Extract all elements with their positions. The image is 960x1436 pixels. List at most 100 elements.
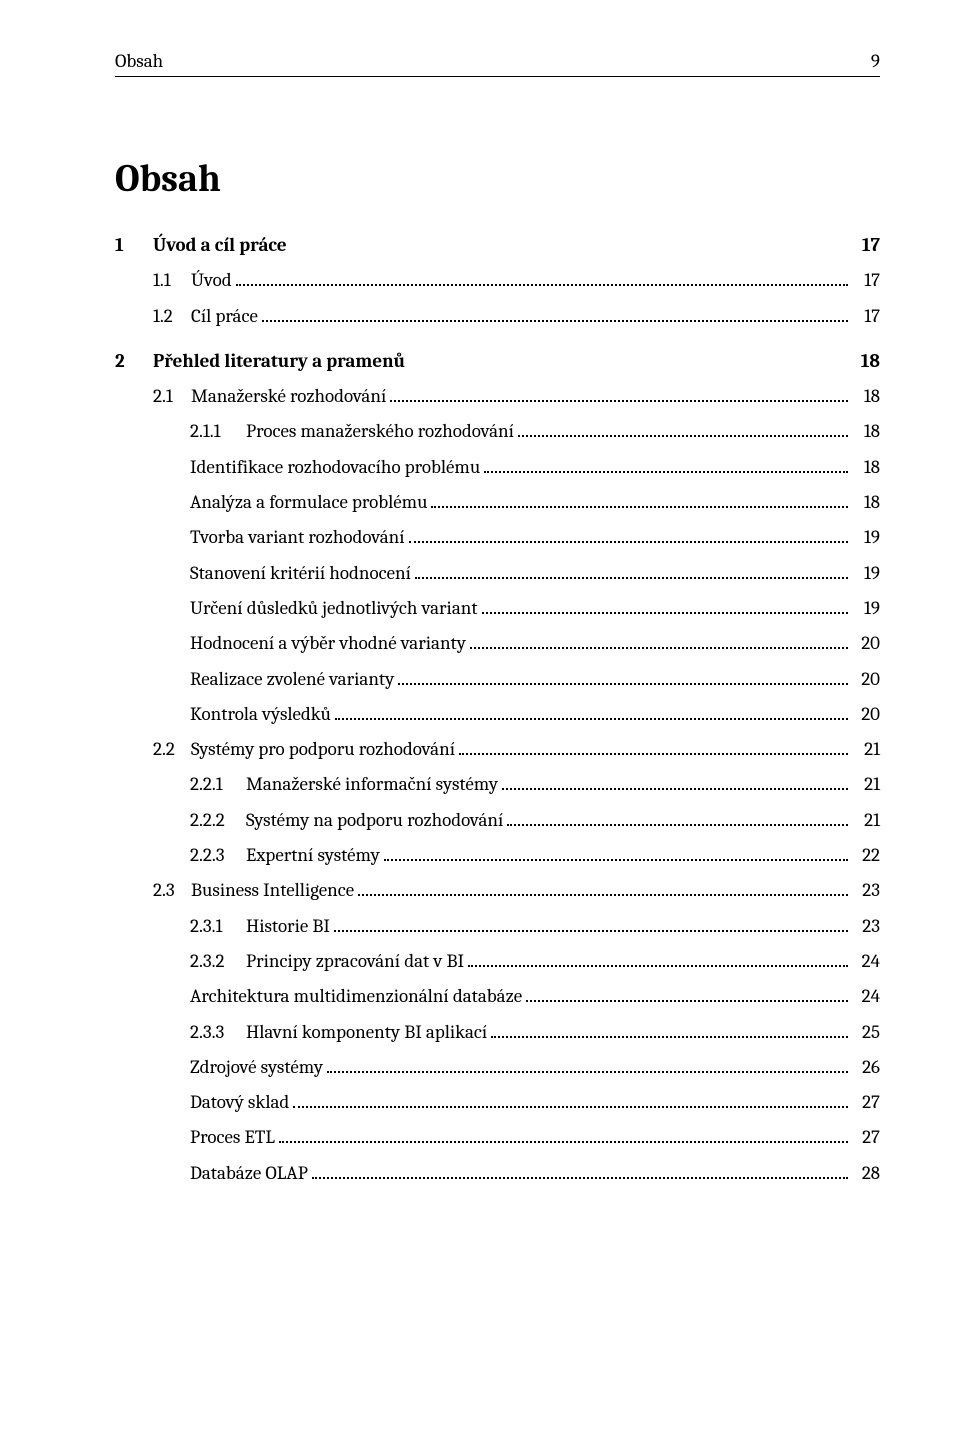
toc-entry-number: 1 bbox=[115, 229, 153, 261]
toc-entry: 2.2.1Manažerské informační systémy 21 bbox=[115, 768, 880, 800]
toc-leader bbox=[390, 400, 848, 402]
toc-entry-number: 2.1.1 bbox=[190, 415, 246, 447]
toc-entry-number: 2.1 bbox=[153, 380, 191, 412]
toc-entry: Stanovení kritérií hodnocení 19 bbox=[115, 557, 880, 589]
toc-entry-page: 17 bbox=[852, 229, 880, 261]
toc-entry-label: Identifikace rozhodovacího problému bbox=[190, 451, 480, 483]
toc-leader bbox=[409, 541, 848, 543]
toc-entry-page: 20 bbox=[852, 663, 880, 695]
toc-entry: 2.2Systémy pro podporu rozhodování21 bbox=[115, 733, 880, 765]
toc-entry-label: Zdrojové systémy bbox=[190, 1051, 323, 1083]
toc-entry-label: Proces ETL bbox=[190, 1121, 275, 1153]
toc-entry: Analýza a formulace problému 18 bbox=[115, 486, 880, 518]
toc-leader bbox=[518, 435, 848, 437]
toc-entry-label: Business Intelligence bbox=[191, 874, 354, 906]
toc-leader bbox=[470, 647, 848, 649]
toc-entry-label: Úvod bbox=[191, 264, 232, 296]
toc-entry: Databáze OLAP28 bbox=[115, 1157, 880, 1189]
toc-entry-page: 27 bbox=[852, 1086, 880, 1118]
toc-entry-number: 2.3.2 bbox=[190, 945, 246, 977]
toc-leader bbox=[431, 506, 848, 508]
toc-entry-label: Úvod a cíl práce bbox=[153, 229, 287, 261]
toc-entry-number: 2.3.1 bbox=[190, 910, 246, 942]
toc-entry-number: 1.1 bbox=[153, 264, 191, 296]
toc-entry-page: 22 bbox=[852, 839, 880, 871]
toc-entry-label: Kontrola výsledků bbox=[190, 698, 331, 730]
toc-entry: Identifikace rozhodovacího problému18 bbox=[115, 451, 880, 483]
section-gap bbox=[115, 335, 880, 345]
toc-entry: Hodnocení a výběr vhodné varianty20 bbox=[115, 627, 880, 659]
toc-entry-page: 18 bbox=[852, 415, 880, 447]
toc-leader bbox=[358, 894, 848, 896]
toc-entry-page: 23 bbox=[852, 910, 880, 942]
toc-entry-number: 2.2.3 bbox=[190, 839, 246, 871]
toc-entry: Určení důsledků jednotlivých variant 19 bbox=[115, 592, 880, 624]
toc-leader bbox=[236, 284, 848, 286]
page-header: Obsah 9 bbox=[115, 50, 880, 77]
toc-entry-label: Hlavní komponenty BI aplikací bbox=[246, 1016, 487, 1048]
toc-entry-label: Architektura multidimenzionální databáze bbox=[190, 980, 522, 1012]
toc-leader bbox=[398, 683, 848, 685]
toc-leader bbox=[279, 1141, 848, 1143]
toc-entry: Proces ETL27 bbox=[115, 1121, 880, 1153]
toc-entry-label: Expertní systémy bbox=[246, 839, 380, 871]
toc-entry: Kontrola výsledků 20 bbox=[115, 698, 880, 730]
toc-entry-number: 2.2 bbox=[153, 733, 191, 765]
toc-entry-page: 28 bbox=[852, 1157, 880, 1189]
toc-entry-page: 20 bbox=[852, 698, 880, 730]
toc-entry-page: 23 bbox=[852, 874, 880, 906]
toc-leader bbox=[468, 965, 848, 967]
toc-leader bbox=[327, 1071, 848, 1073]
toc-entry-page: 17 bbox=[852, 264, 880, 296]
toc-entry-page: 26 bbox=[852, 1051, 880, 1083]
toc-entry-label: Určení důsledků jednotlivých variant bbox=[190, 592, 478, 624]
toc-entry-label: Realizace zvolené varianty bbox=[190, 663, 394, 695]
toc-entry-label: Systémy na podporu rozhodování bbox=[246, 804, 503, 836]
toc-entry: 2.1Manažerské rozhodování18 bbox=[115, 380, 880, 412]
toc-entry: 1.1Úvod 17 bbox=[115, 264, 880, 296]
toc-entry-label: Systémy pro podporu rozhodování bbox=[191, 733, 455, 765]
toc-entry: Datový sklad 27 bbox=[115, 1086, 880, 1118]
toc-entry-label: Principy zpracování dat v BI bbox=[246, 945, 464, 977]
toc-entry: 2.2.2Systémy na podporu rozhodování 21 bbox=[115, 804, 880, 836]
toc-leader bbox=[484, 471, 848, 473]
toc-entry-label: Datový sklad bbox=[190, 1086, 289, 1118]
header-page-number: 9 bbox=[871, 50, 880, 72]
toc-entry-number: 2.2.1 bbox=[190, 768, 246, 800]
toc-entry-page: 21 bbox=[852, 768, 880, 800]
toc-entry-page: 24 bbox=[852, 980, 880, 1012]
toc-leader bbox=[526, 1000, 848, 1002]
toc-entry-label: Analýza a formulace problému bbox=[190, 486, 427, 518]
header-left: Obsah bbox=[115, 50, 163, 72]
toc-entry: Realizace zvolené varianty 20 bbox=[115, 663, 880, 695]
toc-entry-page: 17 bbox=[852, 300, 880, 332]
toc-entry-page: 21 bbox=[852, 804, 880, 836]
toc-leader bbox=[459, 753, 848, 755]
toc-entry-page: 19 bbox=[852, 557, 880, 589]
toc-entry-page: 19 bbox=[852, 592, 880, 624]
toc-entry-page: 24 bbox=[852, 945, 880, 977]
toc-entry: Zdrojové systémy 26 bbox=[115, 1051, 880, 1083]
toc-leader bbox=[502, 788, 848, 790]
toc-entry-label: Cíl práce bbox=[191, 300, 258, 332]
toc-leader bbox=[507, 824, 848, 826]
toc-entry-page: 18 bbox=[852, 345, 880, 377]
toc-entry: 2.1.1Proces manažerského rozhodování 18 bbox=[115, 415, 880, 447]
toc-entry-label: Hodnocení a výběr vhodné varianty bbox=[190, 627, 466, 659]
toc-entry-label: Proces manažerského rozhodování bbox=[246, 415, 514, 447]
toc-entry-page: 18 bbox=[852, 486, 880, 518]
toc-leader bbox=[312, 1177, 848, 1179]
table-of-contents: 1Úvod a cíl práce171.1Úvod171.2Cíl práce… bbox=[115, 229, 880, 1189]
toc-leader bbox=[384, 859, 848, 861]
toc-entry: 1.2Cíl práce17 bbox=[115, 300, 880, 332]
toc-entry-label: Manažerské rozhodování bbox=[191, 380, 386, 412]
toc-leader bbox=[293, 1106, 848, 1108]
toc-entry-label: Stanovení kritérií hodnocení bbox=[190, 557, 411, 589]
toc-leader bbox=[335, 718, 848, 720]
toc-entry: Architektura multidimenzionální databáze… bbox=[115, 980, 880, 1012]
toc-entry-label: Manažerské informační systémy bbox=[246, 768, 498, 800]
toc-entry-page: 19 bbox=[852, 521, 880, 553]
toc-leader bbox=[482, 612, 848, 614]
toc-entry: 2Přehled literatury a pramenů18 bbox=[115, 345, 880, 377]
toc-entry-number: 2.2.2 bbox=[190, 804, 246, 836]
